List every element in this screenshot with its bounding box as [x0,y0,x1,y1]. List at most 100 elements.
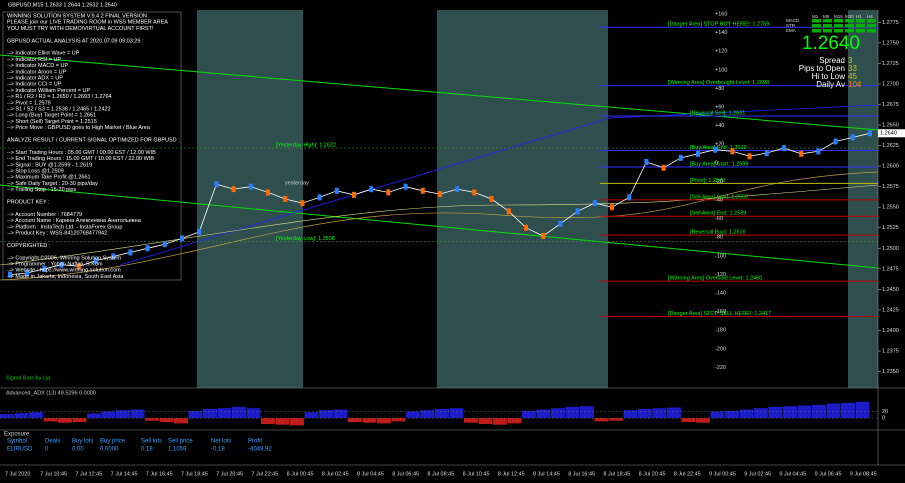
x-tick-label: 7 Jul 14:45 [111,471,138,477]
candle [352,191,356,198]
tf-label: H1 [856,14,862,19]
adx-bar [623,410,638,419]
x-tick-label: 7 Jul 10:45 [40,471,67,477]
level-label: [Pivot]: 1.2579 [690,178,725,184]
pip-scale-label: -80 [715,235,723,241]
panel-line: --> Website : https://www.winning-soluti… [7,268,121,274]
candle [266,189,270,196]
y-tick-label: 1.2750 [882,40,899,46]
level-label: [Buy Area] Start: 1.2599 [690,161,748,167]
adx-bar [710,411,725,419]
pip-scale-label: +40 [715,123,724,129]
candle [489,196,494,202]
adx-bar [855,401,870,419]
signal-cell [834,19,843,23]
candle [868,130,872,137]
signal-cell [823,24,832,28]
signal-cell [823,29,832,33]
candle [472,189,477,196]
adx-bar [783,406,797,419]
y-tick-label: 1.2500 [882,246,899,252]
exposure-cell: 0 [45,447,49,453]
y-tick-label: 1.2725 [882,61,899,67]
y-tick-label: 1.2600 [882,164,899,170]
panel-line: --> S1 / S2 / S3 = 1.2536 / 1.2465 / 1.2… [7,106,111,112]
adx-bar [580,406,594,419]
adx-bar [246,408,261,419]
pip-scale-label: -160 [715,309,726,315]
exposure-cell: -4049.92 [248,447,272,453]
candle [541,232,546,239]
panel-line: PLEASE join our LIVE TRADING ROOM in WSS… [7,20,168,26]
adx-bar [449,408,464,419]
y-tick-label: 1.2375 [882,348,899,354]
panel-line: --> Account Name : Карина Алексеевна Ана… [7,218,142,224]
adx-bar [203,408,217,419]
candle [283,196,288,202]
candle [696,150,700,157]
panel-line: --> Indicator ADX = UP [7,75,63,81]
level-label: [Danger Area] STOP BUY HERE!: 1.2769 [668,22,769,28]
adx-bar [754,408,768,419]
adx-bar [275,418,290,425]
panel-line: --> Indicator William Percent = UP [7,88,90,94]
adx-bar [768,406,783,419]
y-tick-label: 1.2425 [882,307,899,313]
adx-bar [797,405,812,419]
panel-border [2,11,182,281]
info-value: 3 [848,56,853,65]
y-tick-label: 1.2450 [882,287,899,293]
adx-bar [87,413,101,419]
candle [25,269,30,276]
exposure-cell: 0.18 [141,447,153,453]
x-tick-label: 7 Jul 12:45 [75,471,102,477]
session-band [848,10,878,388]
x-tick-label: 8 Jul 04:45 [357,471,384,477]
panel-line: --> Indicator Elliot Wave = UP [7,51,80,57]
adx-bar [420,410,435,419]
adx-bar [72,418,87,423]
adx-bar [406,411,420,419]
adx-bar [565,406,580,419]
exposure-header: Net lots [211,439,231,445]
tf-label: M30 [845,14,854,19]
adx-bar [130,409,145,419]
signal-cell [867,29,876,33]
signal-cell [845,24,854,28]
adx-bar [609,418,623,421]
adx-bar [348,418,362,423]
adx-bar [478,418,493,425]
candle [317,194,322,201]
panel-line: COPYRIGHTED : [7,243,51,249]
adx-bar [217,408,232,419]
signal-cell [856,24,865,28]
panel-line: --> Copyright ©2006, Winning Solution Sy… [7,254,121,261]
panel-line: --> Safe Daily Target : 20-30 pips/day [7,181,98,187]
pip-scale-label: -120 [715,272,726,278]
pip-scale-label: +140 [715,30,727,36]
adx-bar [29,412,43,419]
adx-bar [667,407,681,419]
tf-label: M5 [823,14,830,19]
adx-bar [304,412,319,419]
candle [816,148,821,155]
panel-line: WINNING SOLUTION SYSTEM V.9.4.2 FINAL VE… [7,13,147,19]
adx-bar [0,414,14,419]
ind-label: MACD [786,18,800,23]
pip-scale-label: -100 [715,253,726,259]
signal-cell [856,19,865,23]
y-tick-label: 1.2550 [882,205,899,211]
signal-cell [812,29,821,33]
candle [678,154,683,161]
adx-bar [101,411,116,419]
x-tick-label: 8 Jul 16:45 [568,471,595,477]
candle [713,146,718,153]
level-label: [Buy Area] End: 1.2619 [690,145,747,151]
candle [558,220,563,227]
candle [747,153,752,160]
level-label: [Yesterday Low]: 1.2508 [276,236,335,242]
candle [455,186,460,193]
info-label: Pips to Open [799,64,845,73]
adx-bar [377,418,391,424]
